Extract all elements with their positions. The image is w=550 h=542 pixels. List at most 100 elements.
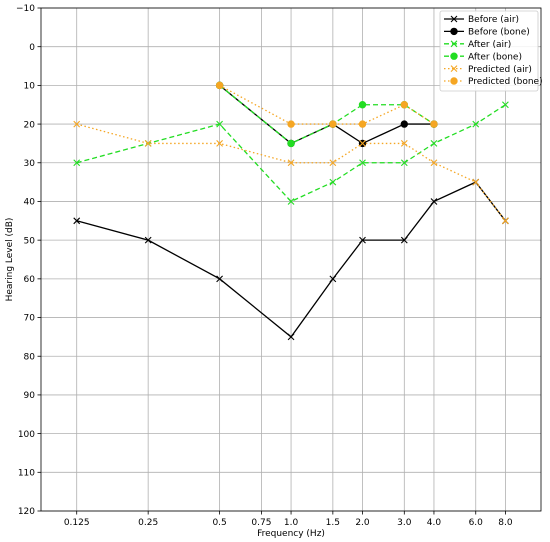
data-point bbox=[430, 159, 438, 167]
data-point bbox=[73, 217, 81, 225]
marker-stroke bbox=[472, 120, 480, 128]
data-point bbox=[400, 236, 408, 244]
legend-box bbox=[439, 10, 539, 92]
y-tick-label: 80 bbox=[24, 352, 36, 362]
y-tick-label: 50 bbox=[24, 236, 36, 246]
marker-stroke bbox=[329, 275, 337, 283]
series-line bbox=[76, 181, 506, 338]
y-tick-label: 70 bbox=[24, 314, 36, 324]
legend-marker bbox=[450, 52, 458, 60]
x-tick-label: 8.0 bbox=[498, 518, 513, 528]
series-predicted-air bbox=[73, 120, 509, 225]
marker-stroke bbox=[359, 236, 366, 244]
y-tick-label: 100 bbox=[18, 430, 35, 440]
marker-stroke bbox=[287, 198, 295, 205]
data-point bbox=[329, 120, 337, 128]
legend-item: After (bone) bbox=[444, 52, 522, 62]
y-tick-label: 20 bbox=[24, 120, 36, 130]
data-point bbox=[400, 120, 408, 128]
data-point bbox=[216, 120, 223, 128]
marker-stroke bbox=[472, 178, 480, 186]
y-tick-label: 110 bbox=[18, 469, 35, 479]
legend-item: Before (bone) bbox=[444, 28, 530, 38]
marker-stroke bbox=[216, 120, 223, 128]
data-point bbox=[216, 275, 223, 283]
y-axis-label: Hearing Level (dB) bbox=[5, 218, 15, 302]
legend-item: Predicted (air) bbox=[444, 65, 532, 75]
series-line bbox=[219, 84, 435, 125]
data-point bbox=[287, 139, 295, 148]
data-point bbox=[400, 159, 408, 167]
series-line bbox=[76, 104, 506, 203]
data-point bbox=[472, 120, 480, 128]
y-tick-label: 0 bbox=[29, 43, 35, 53]
data-point bbox=[287, 198, 295, 205]
legend: Before (air) Before (bone) After (air) Afte… bbox=[439, 10, 543, 92]
data-point bbox=[359, 140, 366, 147]
marker-stroke bbox=[430, 140, 438, 147]
marker-stroke bbox=[329, 159, 337, 167]
marker-stroke bbox=[502, 217, 509, 225]
legend-label: Predicted (bone) bbox=[468, 77, 543, 87]
data-point bbox=[472, 178, 480, 186]
legend-item: After (air) bbox=[444, 40, 511, 50]
y-tick-label: 40 bbox=[24, 198, 36, 208]
x-axis-label: Frequency (Hz) bbox=[257, 529, 325, 539]
legend-label: Predicted (air) bbox=[468, 65, 532, 75]
y-tick-label: 10 bbox=[24, 82, 36, 92]
legend-marker bbox=[450, 77, 458, 85]
x-tick-label: 3.0 bbox=[397, 518, 412, 528]
data-point bbox=[287, 159, 295, 167]
x-tick-label: 1.5 bbox=[326, 518, 340, 528]
legend-marker bbox=[450, 40, 458, 48]
legend-marker bbox=[450, 65, 458, 72]
marker-stroke bbox=[450, 15, 458, 23]
legend-label: Before (air) bbox=[468, 15, 519, 25]
marker-stroke bbox=[73, 120, 81, 128]
marker-stroke bbox=[144, 236, 152, 244]
data-point bbox=[329, 159, 337, 167]
data-point bbox=[430, 140, 438, 147]
data-point bbox=[287, 120, 295, 128]
data-point bbox=[359, 236, 366, 244]
marker-stroke bbox=[359, 159, 366, 167]
y-tick-label: 120 bbox=[18, 507, 35, 517]
x-tick-label: 0.25 bbox=[138, 518, 158, 528]
legend-label: After (bone) bbox=[468, 52, 522, 62]
data-point bbox=[215, 81, 224, 90]
legend-marker bbox=[450, 15, 458, 23]
y-tick-label: 90 bbox=[24, 391, 36, 401]
data-point bbox=[359, 159, 366, 167]
legend-marker bbox=[450, 27, 458, 36]
marker-stroke bbox=[144, 140, 152, 147]
x-tick-label: 1.0 bbox=[284, 518, 299, 528]
marker-stroke bbox=[430, 159, 438, 167]
data-point bbox=[329, 178, 337, 186]
data-point bbox=[430, 120, 438, 128]
series-line bbox=[219, 84, 435, 145]
series-layer bbox=[73, 81, 509, 341]
x-tick-label: 4.0 bbox=[427, 518, 442, 528]
data-point bbox=[502, 217, 509, 225]
marker-stroke bbox=[73, 159, 81, 167]
x-tick-label: 6.0 bbox=[469, 518, 484, 528]
data-point bbox=[144, 140, 152, 147]
axis-ticks: 0.125 0.25 0.5 0.75 1.0 1.5 2.0 3.0 4.0 6.0 8.0 −10… bbox=[16, 4, 513, 528]
series-line bbox=[76, 123, 506, 222]
marker-stroke bbox=[430, 198, 438, 205]
data-point bbox=[502, 101, 509, 109]
y-tick-label: −10 bbox=[16, 4, 35, 14]
series-after-air bbox=[73, 101, 509, 205]
data-point bbox=[73, 120, 81, 128]
data-point bbox=[73, 159, 81, 167]
marker-stroke bbox=[359, 140, 366, 147]
legend-item: Before (air) bbox=[444, 15, 519, 25]
marker-stroke bbox=[287, 159, 295, 167]
marker-stroke bbox=[287, 333, 295, 341]
marker-stroke bbox=[329, 178, 337, 186]
y-tick-label: 30 bbox=[24, 159, 36, 169]
data-point bbox=[144, 236, 152, 244]
data-point bbox=[358, 120, 367, 128]
marker-stroke bbox=[400, 140, 408, 147]
